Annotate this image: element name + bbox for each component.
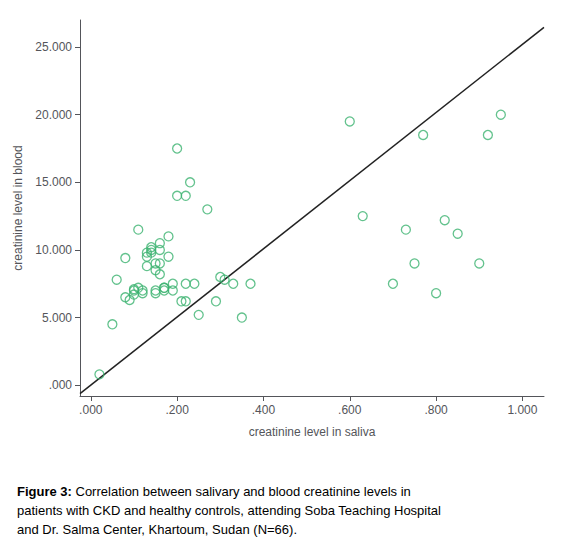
svg-text:20.000: 20.000	[35, 108, 72, 122]
svg-text:Figure 3:: Figure 3:	[17, 484, 72, 499]
svg-text:15.000: 15.000	[35, 175, 72, 189]
svg-text:25.000: 25.000	[35, 40, 72, 54]
svg-text:and Dr. Salma Center, Khartoum: and Dr. Salma Center, Khartoum, Sudan (N…	[17, 522, 297, 537]
svg-text:.400: .400	[252, 403, 276, 417]
svg-text:creatinine level in saliva: creatinine level in saliva	[249, 425, 376, 439]
svg-text:1.000: 1.000	[507, 403, 537, 417]
svg-text:Correlation between salivary a: Correlation between salivary and blood c…	[72, 484, 415, 499]
svg-text:.600: .600	[338, 403, 362, 417]
svg-text:.800: .800	[424, 403, 448, 417]
svg-text:10.000: 10.000	[35, 243, 72, 257]
svg-text:.000: .000	[49, 378, 73, 392]
svg-text:creatinine level in blood: creatinine level in blood	[11, 145, 25, 270]
svg-text:.200: .200	[165, 403, 189, 417]
svg-text:5.000: 5.000	[42, 311, 72, 325]
svg-text:patients with CKD and healthy: patients with CKD and healthy controls, …	[17, 503, 445, 518]
svg-text:.000: .000	[79, 403, 103, 417]
